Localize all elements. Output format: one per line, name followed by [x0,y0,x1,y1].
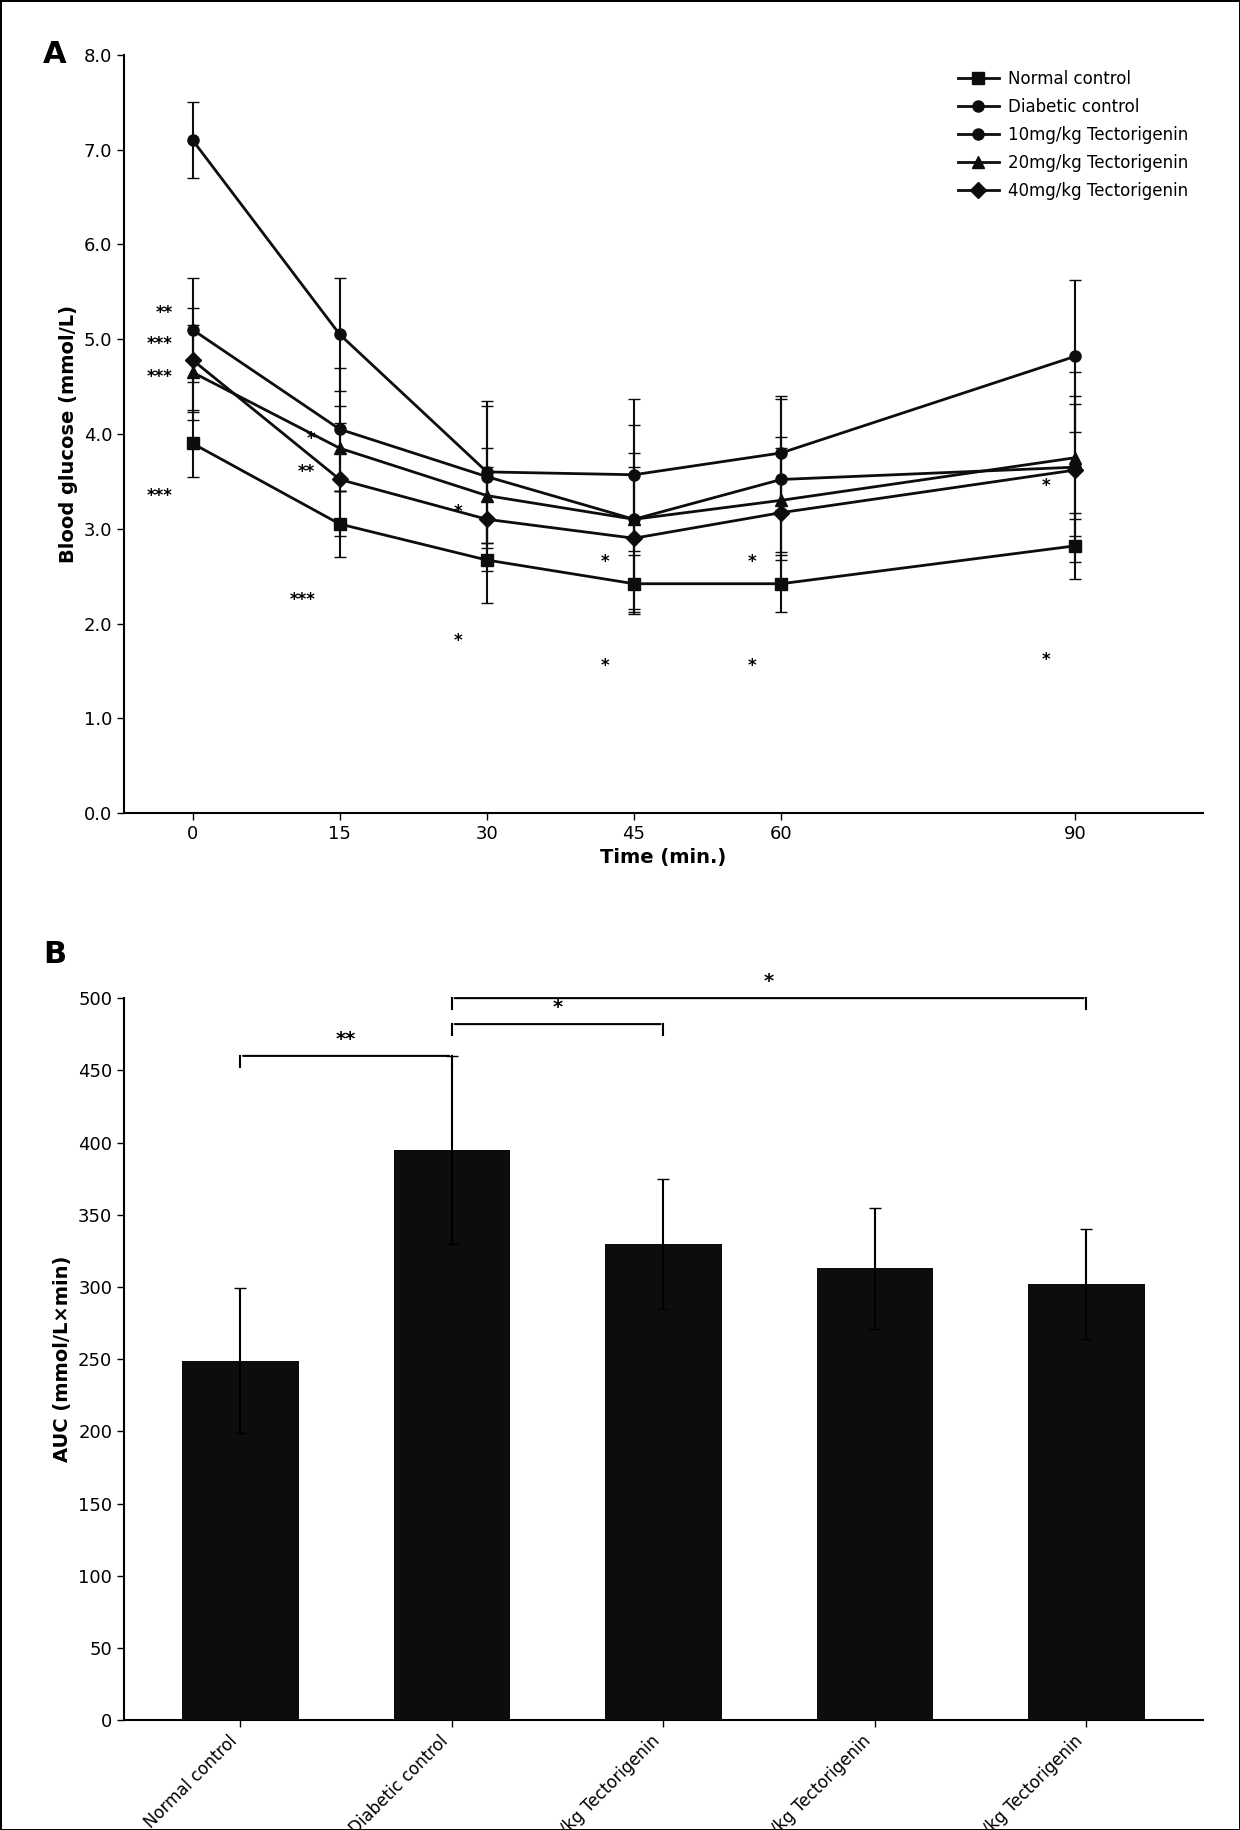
Text: ***: *** [148,335,174,353]
Text: *: * [454,631,463,650]
Text: B: B [43,941,66,970]
Text: **: ** [156,304,174,322]
Text: *: * [601,657,610,675]
Y-axis label: Blood glucose (mmol/L): Blood glucose (mmol/L) [60,306,78,564]
Text: *: * [1042,650,1050,668]
Bar [1028,1285,1145,1720]
Text: *: * [306,430,315,448]
Text: A: A [43,40,67,70]
Text: ***: *** [148,368,174,386]
Text: *: * [454,503,463,522]
Text: *: * [748,657,756,675]
Text: **: ** [336,1030,356,1049]
Bar [394,1149,510,1720]
Text: *: * [1042,478,1050,496]
Text: *: * [601,553,610,571]
Bar [182,1360,299,1720]
Text: ***: *** [148,487,174,505]
Text: *: * [553,997,563,1017]
Bar [817,1268,934,1720]
Text: *: * [764,972,774,990]
Y-axis label: AUC (mmol/L×min): AUC (mmol/L×min) [53,1255,72,1462]
Text: **: ** [298,463,315,481]
Text: ***: *** [289,591,315,609]
Bar [605,1244,722,1720]
Legend: Normal control, Diabetic control, 10mg/kg Tectorigenin, 20mg/kg Tectorigenin, 40: Normal control, Diabetic control, 10mg/k… [951,64,1194,207]
Text: *: * [748,553,756,571]
X-axis label: Time (min.): Time (min.) [600,849,727,867]
